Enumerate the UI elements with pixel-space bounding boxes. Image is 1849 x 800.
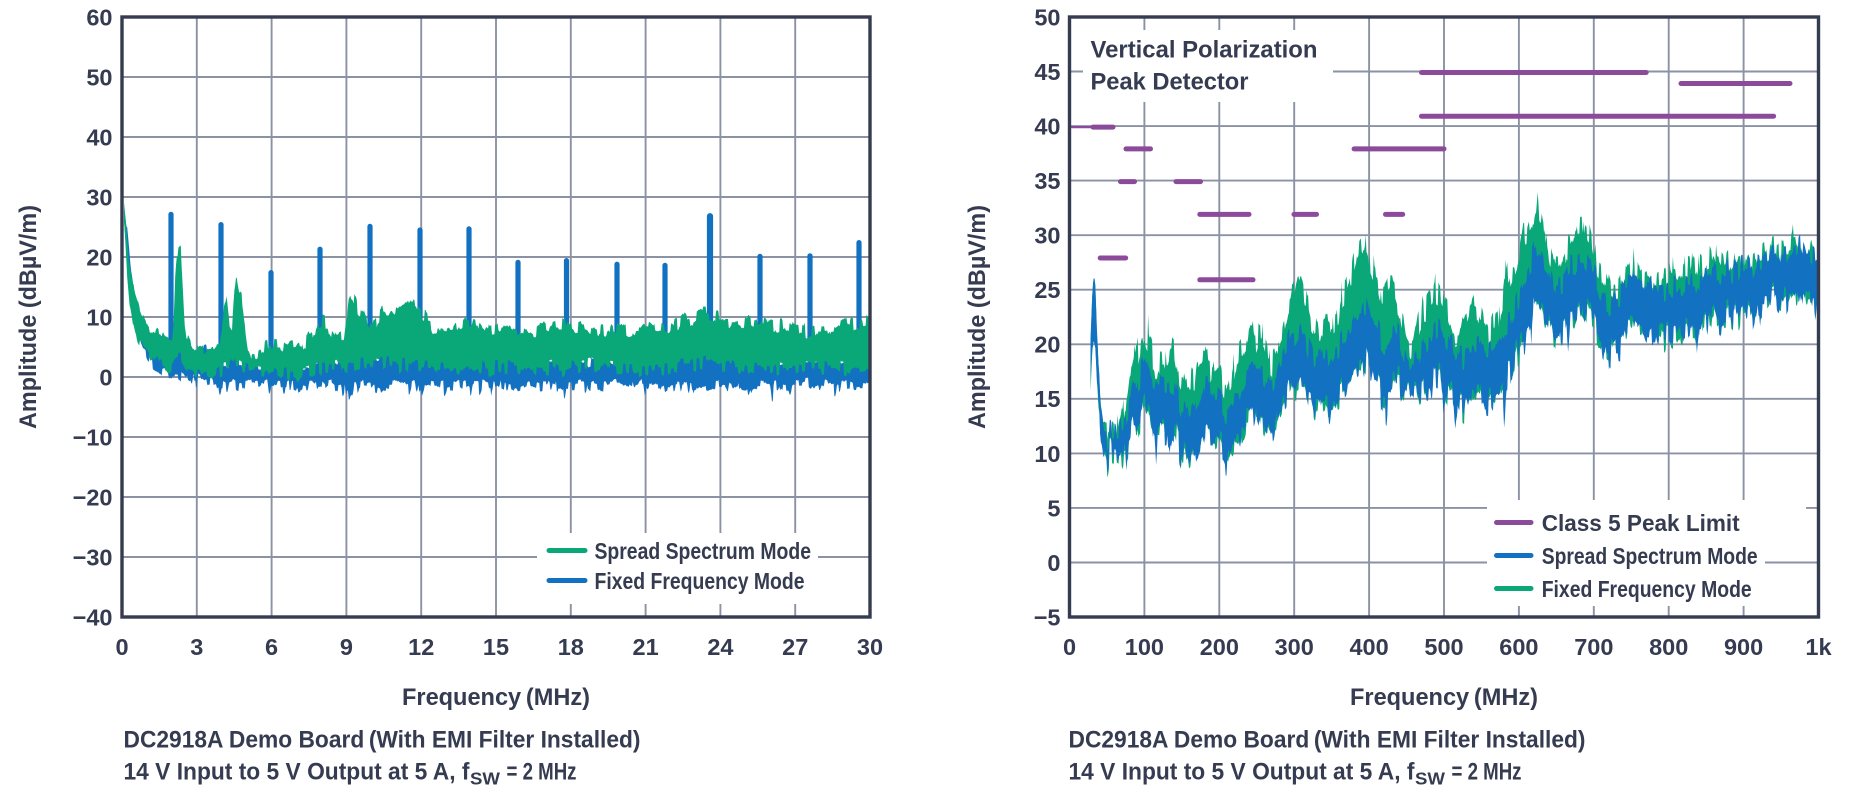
svg-text:300: 300 [1275,634,1314,660]
svg-text:18: 18 [558,634,584,660]
svg-text:Frequency (MHz): Frequency (MHz) [1350,684,1538,711]
svg-text:= 2 MHz: = 2 MHz [1452,759,1522,786]
svg-text:12: 12 [408,634,434,660]
svg-text:Amplitude (dBµV/m): Amplitude (dBµV/m) [15,205,42,429]
svg-text:21: 21 [633,634,659,660]
svg-text:14 V Input to 5 V Output at 5: 14 V Input to 5 V Output at 5 A, f [124,759,471,786]
svg-text:10: 10 [1034,441,1060,467]
svg-text:100: 100 [1125,634,1164,660]
svg-text:200: 200 [1200,634,1239,660]
svg-text:−40: −40 [73,604,113,630]
svg-text:Peak Detector: Peak Detector [1091,69,1249,96]
svg-text:0: 0 [1063,634,1076,660]
svg-text:30: 30 [857,634,883,660]
svg-text:−30: −30 [73,544,113,570]
svg-text:15: 15 [1034,386,1060,412]
svg-text:500: 500 [1424,634,1463,660]
svg-text:40: 40 [86,124,112,150]
svg-text:10: 10 [86,304,112,330]
svg-text:−20: −20 [73,484,113,510]
svg-text:= 2 MHz: = 2 MHz [507,759,577,786]
svg-text:Spread Spectrum Mode: Spread Spectrum Mode [1542,543,1758,569]
svg-text:DC2918A Demo Board (With EMI F: DC2918A Demo Board (With EMI Filter Inst… [124,727,641,754]
svg-text:6: 6 [265,634,278,660]
svg-text:14 V Input to 5 V Output at 5: 14 V Input to 5 V Output at 5 A, f [1069,759,1416,786]
svg-text:24: 24 [707,634,733,660]
svg-text:DC2918A Demo Board (With EMI F: DC2918A Demo Board (With EMI Filter Inst… [1069,727,1586,754]
svg-text:600: 600 [1499,634,1538,660]
svg-text:27: 27 [782,634,808,660]
svg-text:20: 20 [1034,332,1060,358]
svg-text:50: 50 [1034,4,1060,30]
svg-text:60: 60 [86,4,112,30]
svg-text:0: 0 [1047,550,1060,576]
svg-text:900: 900 [1724,634,1763,660]
svg-text:0: 0 [115,634,128,660]
svg-text:35: 35 [1034,168,1060,194]
svg-text:Vertical Polarization: Vertical Polarization [1091,36,1318,63]
svg-text:30: 30 [86,184,112,210]
svg-text:30: 30 [1034,223,1060,249]
svg-text:SW: SW [1415,769,1445,789]
svg-text:−5: −5 [1034,604,1061,630]
svg-text:50: 50 [86,64,112,90]
svg-text:−10: −10 [73,424,113,450]
svg-text:3: 3 [190,634,203,660]
svg-text:Spread Spectrum Mode: Spread Spectrum Mode [595,538,812,564]
svg-text:400: 400 [1349,634,1388,660]
svg-text:700: 700 [1574,634,1613,660]
svg-text:Class 5 Peak Limit: Class 5 Peak Limit [1542,510,1740,536]
svg-text:15: 15 [483,634,509,660]
svg-text:Fixed Frequency Mode: Fixed Frequency Mode [595,568,805,594]
svg-text:Frequency (MHz): Frequency (MHz) [402,684,590,711]
svg-text:Fixed Frequency Mode: Fixed Frequency Mode [1542,576,1752,602]
svg-text:45: 45 [1034,59,1060,85]
svg-text:20: 20 [86,244,112,270]
svg-text:40: 40 [1034,114,1060,140]
svg-text:800: 800 [1649,634,1688,660]
svg-text:0: 0 [99,364,112,390]
svg-text:5: 5 [1047,495,1060,521]
svg-text:25: 25 [1034,277,1060,303]
svg-text:1k: 1k [1805,634,1832,660]
svg-text:9: 9 [340,634,353,660]
svg-text:Amplitude (dBµV/m): Amplitude (dBµV/m) [964,205,991,429]
svg-text:SW: SW [470,769,500,789]
